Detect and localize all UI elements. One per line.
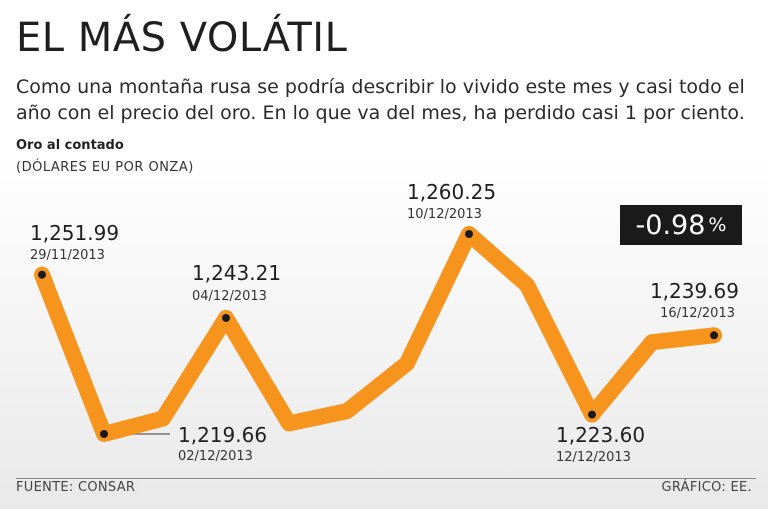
data-point-marker [100, 430, 108, 438]
data-label-value: 1,223.60 [556, 423, 645, 447]
data-point-marker [710, 331, 718, 340]
data-label-value: 1,239.69 [650, 279, 739, 303]
data-point-marker [38, 270, 46, 279]
data-label-date: 16/12/2013 [660, 306, 735, 321]
unit-label: (DÓLARES EU POR ONZA) [16, 160, 194, 175]
change-unit: % [708, 213, 727, 236]
data-point-marker [588, 410, 596, 419]
graphic-credit: GRÁFICO: EE. [657, 480, 752, 495]
data-label-date: 04/12/2013 [192, 289, 267, 304]
chart-title: EL MÁS VOLÁTIL [16, 15, 348, 61]
data-label-date: 02/12/2013 [178, 449, 253, 464]
data-label-date: 12/12/2013 [556, 450, 631, 465]
chart-subtitle: Como una montaña rusa se podría describi… [16, 76, 745, 124]
footer-divider [16, 478, 756, 479]
data-label-value: 1,219.66 [178, 423, 267, 447]
source-note: FUENTE: CONSAR [16, 480, 140, 495]
data-label-value: 1,251.99 [30, 221, 119, 245]
change-value: -0.98 [635, 209, 706, 241]
data-label-value: 1,243.21 [192, 261, 281, 285]
data-label-date: 29/11/2013 [30, 248, 105, 263]
series-line [34, 226, 722, 442]
change-badge: -0.98% [620, 205, 742, 245]
data-label-value: 1,260.25 [407, 180, 496, 204]
series-label: Oro al contado [16, 138, 124, 153]
data-label-date: 10/12/2013 [407, 207, 482, 222]
data-point-marker [222, 313, 230, 322]
data-point-marker [465, 230, 473, 238]
